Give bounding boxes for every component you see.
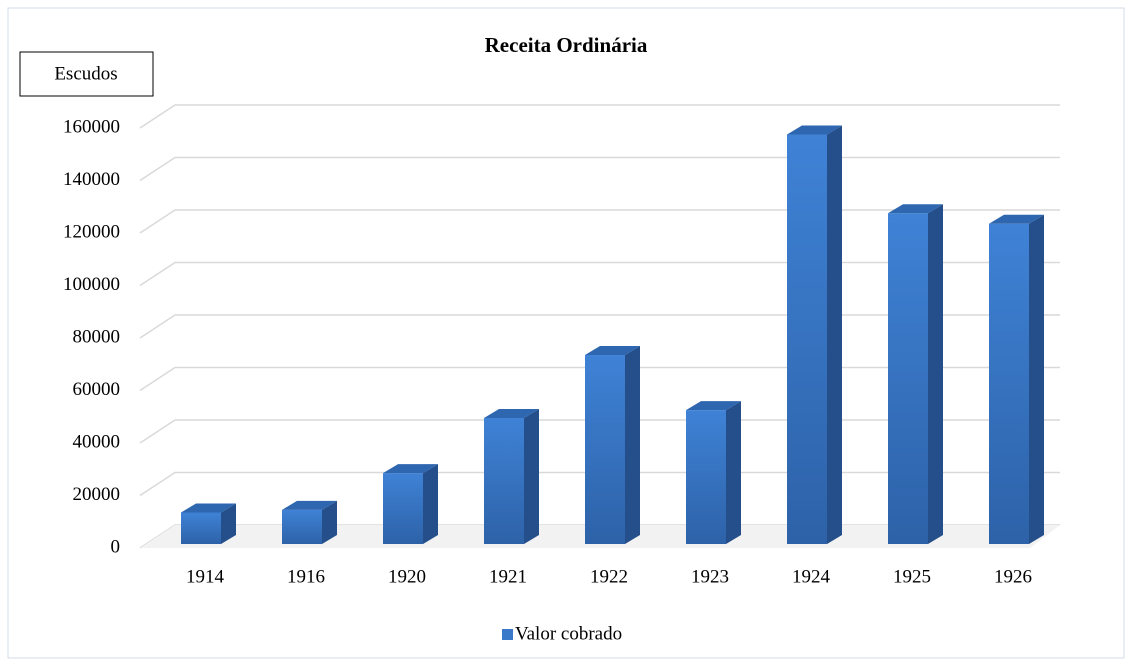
bar-side (827, 125, 842, 544)
bar-front (787, 134, 827, 544)
bar-side (524, 409, 539, 544)
y-tick-label: 0 (111, 536, 121, 557)
x-tick-label: 1920 (388, 566, 426, 587)
grid-line (139, 209, 1060, 234)
legend-label: Valor cobrado (515, 623, 622, 644)
x-tick-label: 1921 (489, 566, 527, 587)
bar-top (282, 500, 337, 510)
x-tick-label: 1916 (287, 566, 325, 587)
y-tick-label: 100000 (63, 274, 120, 295)
bar-front (383, 473, 423, 544)
y-tick-label: 140000 (63, 169, 120, 190)
bar-front (484, 418, 524, 544)
x-tick-label: 1924 (792, 566, 831, 587)
bar-top (686, 401, 741, 411)
grid-line (139, 419, 1060, 444)
bar (181, 503, 236, 544)
bar-side (726, 401, 741, 544)
y-label-box (19, 51, 154, 97)
bar-top (787, 125, 842, 135)
y-tick-label: 60000 (73, 379, 121, 400)
bars (181, 125, 1044, 544)
bar-top (484, 409, 539, 418)
bar-top (989, 214, 1044, 224)
grid-line (139, 314, 1060, 339)
bar-side (1029, 214, 1044, 544)
bar (888, 204, 943, 544)
x-tick-label: 1926 (994, 566, 1032, 587)
bar (585, 346, 640, 544)
bar-side (625, 346, 640, 544)
grid-line (139, 471, 1060, 497)
bar-top (383, 464, 438, 474)
grid-line (139, 366, 1060, 392)
bar-top (888, 204, 943, 214)
bar-front (989, 223, 1029, 544)
bar-side (423, 464, 438, 544)
legend-swatch (502, 629, 513, 640)
x-tick-label: 1914 (186, 566, 225, 587)
y-tick-label: 40000 (73, 431, 121, 452)
bar (787, 125, 842, 544)
x-tick-label: 1925 (893, 566, 931, 587)
bar-side (221, 503, 236, 544)
chart-title: Receita Ordinária (485, 33, 648, 57)
bar-top (181, 503, 236, 513)
bar-front (585, 355, 625, 544)
bar (989, 214, 1044, 544)
grid-line (139, 156, 1060, 182)
bar-front (888, 213, 928, 544)
bar (686, 401, 741, 544)
bar-side (928, 204, 943, 544)
grid-line (139, 104, 1060, 129)
y-tick-label: 20000 (73, 484, 121, 505)
y-axis-label: Escudos (54, 63, 117, 84)
bar-side (322, 500, 337, 544)
grid-line (139, 261, 1060, 287)
y-tick-label: 120000 (63, 221, 120, 242)
bar-front (181, 512, 221, 544)
y-tick-label: 160000 (63, 116, 120, 137)
bar-front (282, 509, 322, 544)
bar (282, 500, 337, 544)
bar-front (686, 410, 726, 544)
x-tick-label: 1922 (590, 566, 628, 587)
bar (383, 464, 438, 544)
y-tick-label: 80000 (73, 326, 121, 347)
x-tick-label: 1923 (691, 566, 729, 587)
bar-top (585, 346, 640, 355)
bar (484, 409, 539, 544)
